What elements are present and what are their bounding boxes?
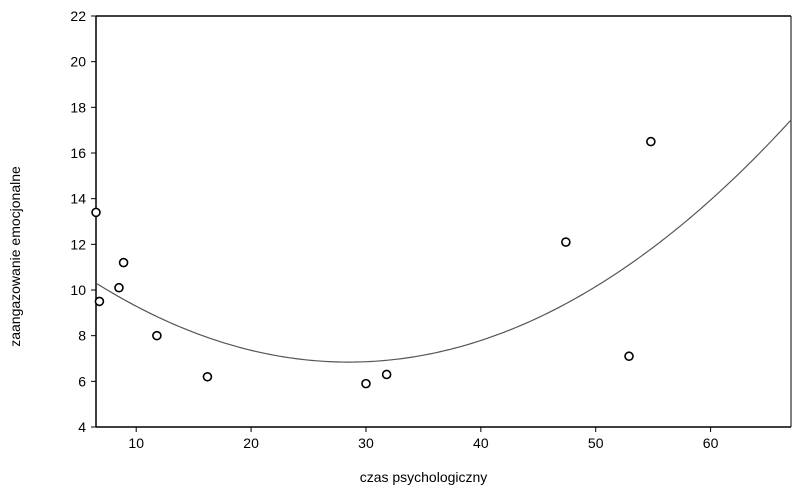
y-axis-title: zaangazowanie emocjonalne [7,166,23,347]
data-point [646,136,656,147]
y-tick-label: 14 [70,191,86,207]
y-tick-label: 8 [78,328,86,344]
y-tick-label: 10 [70,282,86,298]
x-tick-label: 10 [128,435,144,451]
data-point [361,378,371,389]
y-tick-label: 22 [70,8,86,24]
y-tick-label: 6 [78,373,86,389]
data-point [94,296,105,307]
x-tick-label: 60 [703,435,719,451]
data-point [381,369,392,380]
data-point [152,330,162,341]
fit-curve [95,119,792,363]
x-tick-label: 40 [473,435,489,451]
data-points [91,136,656,389]
y-tick-label: 20 [70,54,86,70]
x-tick-label: 30 [358,435,374,451]
data-point [202,371,213,382]
x-tick-label: 50 [588,435,604,451]
data-point [91,207,101,218]
plot-frame [95,15,792,428]
data-point [624,351,634,362]
y-ticks: 4 6 8 10 12 14 16 18 20 22 [70,8,96,435]
y-tick-label: 18 [70,99,86,115]
x-ticks: 10 20 30 40 50 60 [128,427,719,451]
data-point [118,257,129,268]
y-tick-label: 4 [78,419,86,435]
x-tick-label: 20 [243,435,259,451]
data-point [561,237,571,247]
x-axis-title: czas psychologiczny [360,469,488,485]
data-point [114,282,124,293]
y-tick-label: 16 [70,145,86,161]
y-tick-label: 12 [70,236,86,252]
